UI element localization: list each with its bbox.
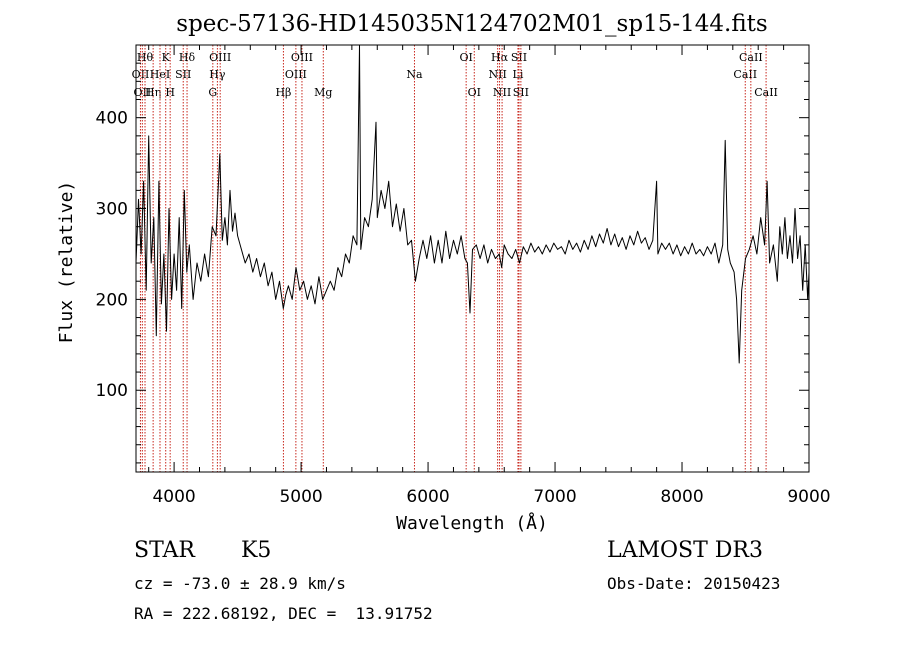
line-marker-label: OII <box>132 68 150 81</box>
y-axis: 100 200 300 400 <box>96 44 809 464</box>
survey-name: LAMOST DR3 <box>607 538 763 563</box>
obs-date: Obs-Date: 20150423 <box>607 574 781 593</box>
line-marker-label: CaII <box>733 68 757 81</box>
line-marker-label: OIII <box>285 68 307 81</box>
line-marker-label: G <box>208 86 217 99</box>
line-markers: OIIOIIHθHηHeIKHSIIHδGHγOIIIHβOIIIOIIIMgN… <box>132 45 778 472</box>
x-axis: 4000 5000 6000 7000 8000 9000 <box>148 45 831 507</box>
line-marker-label: HeI <box>150 68 170 81</box>
object-class: STAR <box>134 538 195 563</box>
line-marker-label: NII <box>493 86 511 99</box>
line-marker-label: Hδ <box>179 51 196 64</box>
line-marker-label: CaII <box>739 51 763 64</box>
y-tick-label: 400 <box>96 109 128 129</box>
line-marker-label: OIII <box>209 51 231 64</box>
x-tick-label: 6000 <box>406 487 449 507</box>
line-marker-label: Hβ <box>275 86 291 99</box>
line-marker-label: K <box>162 51 171 64</box>
y-tick-label: 300 <box>96 200 128 220</box>
y-tick-label: 100 <box>96 381 128 401</box>
line-marker-label: Hα <box>491 51 509 64</box>
x-tick-label: 5000 <box>279 487 322 507</box>
x-tick-label: 9000 <box>787 487 830 507</box>
coordinates: RA = 222.68192, DEC = 13.91752 <box>134 604 433 623</box>
line-marker-label: OIII <box>291 51 313 64</box>
chart-title: spec-57136-HD145035N124702M01_sp15-144.f… <box>176 11 767 37</box>
x-tick-label: 8000 <box>660 487 703 507</box>
series-group <box>135 44 810 364</box>
line-marker-label: OII <box>133 86 151 99</box>
line-marker-label: NII <box>488 68 506 81</box>
spectrum-series-line <box>135 44 810 364</box>
line-marker-label: Mg <box>314 86 332 99</box>
line-marker-label: Hγ <box>209 68 226 81</box>
line-marker-label: SII <box>511 51 527 64</box>
y-axis-label: Flux (relative) <box>56 181 77 344</box>
line-marker-label: Hη <box>145 86 161 99</box>
y-tick-label: 200 <box>96 290 128 310</box>
x-tick-label: 7000 <box>533 487 576 507</box>
line-marker-label: SII <box>513 86 529 99</box>
x-axis-label: Wavelength (Å) <box>396 512 548 534</box>
line-marker-label: CaII <box>754 86 778 99</box>
plot-frame <box>135 44 810 473</box>
line-marker-label: H <box>165 86 175 99</box>
line-marker-label: OI <box>468 86 481 99</box>
line-marker-label: Li <box>513 68 524 81</box>
object-subclass: K5 <box>241 538 272 563</box>
redshift-readout: cz = -73.0 ± 28.9 km/s <box>134 574 346 593</box>
line-marker-label: Na <box>406 68 423 81</box>
line-marker-label: Hθ <box>137 51 154 64</box>
line-marker-label: SII <box>175 68 191 81</box>
x-tick-label: 4000 <box>152 487 195 507</box>
line-marker-label: OI <box>459 51 472 64</box>
